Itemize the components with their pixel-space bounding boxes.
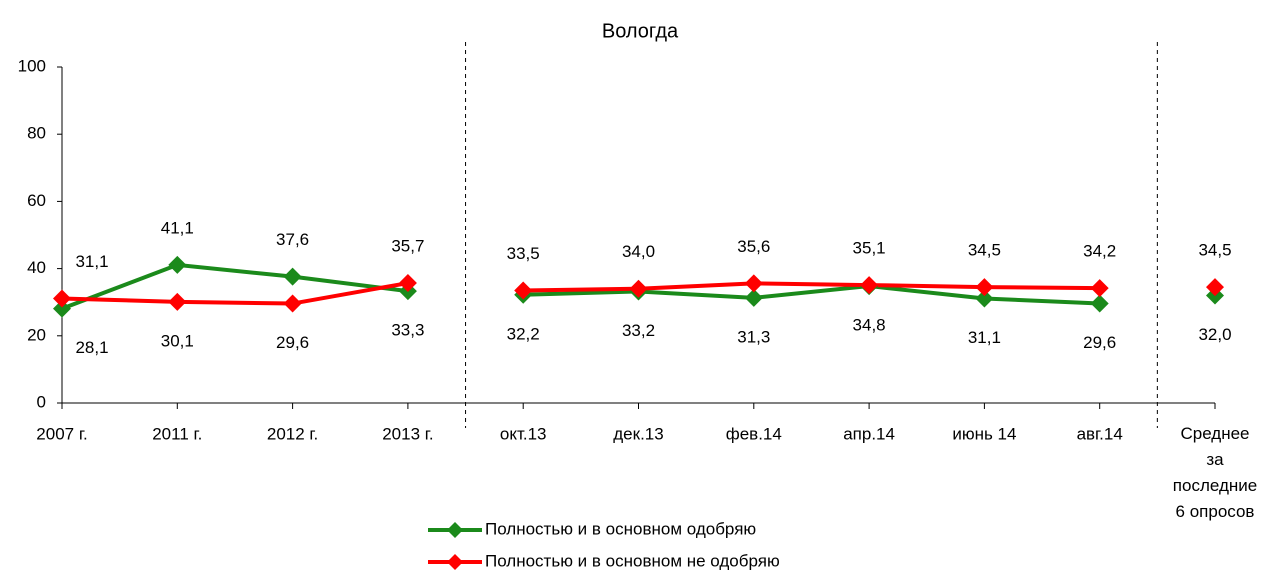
value-label: 33,5: [507, 244, 540, 263]
marker: [514, 281, 533, 300]
x-tick-label: 2012 г.: [267, 424, 318, 443]
y-tick-label: 0: [37, 392, 46, 411]
value-label: 35,6: [737, 237, 770, 256]
marker: [744, 288, 763, 307]
marker: [744, 274, 763, 293]
value-label: 32,2: [507, 324, 540, 343]
x-tick-label: июнь 14: [952, 424, 1016, 443]
marker: [53, 299, 71, 318]
value-label: 41,1: [161, 218, 194, 237]
marker: [1090, 279, 1109, 298]
value-label: 33,2: [622, 321, 655, 340]
value-label: 34,5: [968, 241, 1001, 260]
marker: [860, 276, 879, 295]
marker: [283, 294, 302, 313]
value-label: 37,6: [276, 230, 309, 249]
value-label: 35,1: [853, 239, 886, 258]
value-label: 34,0: [622, 242, 655, 261]
value-label: 31,1: [75, 252, 108, 271]
marker: [1206, 278, 1224, 297]
marker: [1090, 294, 1109, 313]
x-tick-label: окт.13: [500, 424, 547, 443]
marker: [283, 267, 302, 286]
legend-marker: [447, 554, 463, 570]
series-line: [61, 262, 409, 311]
marker: [975, 289, 994, 308]
y-tick-label: 40: [27, 258, 46, 277]
x-tick-label: апр.14: [843, 424, 895, 443]
series-line: [523, 281, 1100, 293]
value-label: 30,1: [161, 331, 194, 350]
value-label: 28,1: [75, 338, 108, 357]
series-line: [523, 284, 1100, 306]
legend-marker: [447, 522, 463, 538]
marker: [53, 289, 71, 308]
value-label: 29,6: [276, 333, 309, 352]
y-tick-label: 20: [27, 325, 46, 344]
value-label: 34,8: [853, 316, 886, 335]
value-label: 31,1: [968, 328, 1001, 347]
value-label: 31,3: [737, 327, 770, 346]
value-label: 29,6: [1083, 333, 1116, 352]
legend-label: Полностью и в основном одобряю: [485, 519, 756, 538]
marker: [975, 278, 994, 297]
value-label: 35,7: [391, 237, 424, 256]
marker: [168, 255, 187, 274]
marker: [629, 279, 648, 298]
x-tick-label: Среднее за последние 6 опросов: [1173, 424, 1257, 521]
value-label: 32,0: [1198, 325, 1231, 344]
value-label: 33,3: [391, 321, 424, 340]
value-label: 34,2: [1083, 242, 1116, 261]
x-tick-label: дек.13: [613, 424, 663, 443]
series-line: [61, 281, 409, 306]
chart-title: Вологда: [602, 20, 679, 42]
x-tick-label: 2007 г.: [36, 424, 87, 443]
marker: [398, 274, 417, 293]
legend-label: Полностью и в основном не одобряю: [485, 551, 780, 570]
marker: [168, 292, 187, 311]
y-tick-label: 100: [18, 56, 46, 75]
y-tick-label: 80: [27, 124, 46, 143]
x-tick-label: 2011 г.: [152, 424, 202, 443]
y-tick-label: 60: [27, 191, 46, 210]
value-label: 34,5: [1198, 241, 1231, 260]
x-tick-label: 2013 г.: [382, 424, 433, 443]
x-tick-label: фев.14: [726, 424, 782, 443]
x-tick-label: авг.14: [1077, 424, 1123, 443]
